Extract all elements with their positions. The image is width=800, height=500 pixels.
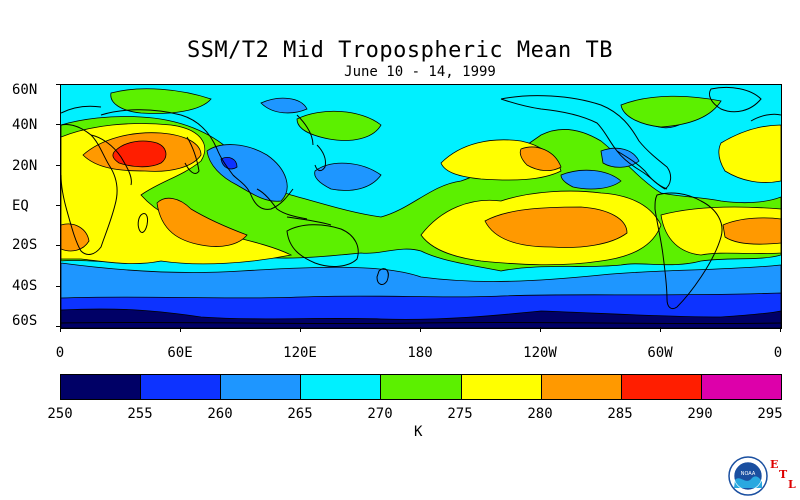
- colorbar-segment: [701, 375, 781, 399]
- lat-tick: [56, 205, 60, 206]
- lat-tick: [56, 84, 60, 85]
- lon-label-120w: 120W: [523, 345, 557, 361]
- band-280-285-indian: [156, 197, 248, 247]
- etl-letter-t: T: [779, 468, 788, 481]
- lon-tick: [780, 327, 781, 332]
- etl-letter-l: L: [788, 478, 796, 491]
- noaa-logo: NOAA: [728, 456, 768, 496]
- colorbar-tick-label: 250: [47, 406, 73, 422]
- lat-tick: [56, 286, 60, 287]
- lon-label-60e: 60E: [167, 345, 193, 361]
- colorbar-tick-label: 295: [757, 406, 783, 422]
- band-280-285-npacific: [519, 146, 562, 171]
- band-280-285-pacific: [484, 206, 628, 248]
- colorbar-tick-label: 290: [687, 406, 713, 422]
- page-subtitle: June 10 - 14, 1999: [344, 64, 496, 80]
- band-260-265-gulf: [600, 147, 640, 168]
- lat-label-40s: 40S: [12, 278, 38, 294]
- lat-label-20s: 20S: [12, 237, 38, 253]
- colorbar-tick-label: 270: [367, 406, 393, 422]
- lon-label-120e: 120E: [283, 345, 317, 361]
- colorbar-segment: [621, 375, 702, 399]
- lat-tick: [56, 165, 60, 166]
- band-260-265-npac2: [560, 169, 622, 190]
- band-285-290-arabia: [112, 140, 167, 168]
- lon-label-0-end: 0: [773, 345, 783, 361]
- lat-tick: [56, 245, 60, 246]
- band-270-275-atl-green: [620, 95, 722, 128]
- colorbar-segment: [141, 375, 222, 399]
- lon-tick: [180, 327, 181, 332]
- temperature-map: [60, 84, 782, 329]
- lon-label-180: 180: [407, 345, 433, 361]
- band-260-265-nw-pacific: [314, 162, 382, 191]
- lon-label-60w: 60W: [647, 345, 673, 361]
- lon-label-0: 0: [55, 345, 65, 361]
- band-275-280-atlantic: [718, 124, 781, 183]
- lon-tick: [60, 327, 61, 332]
- lat-label-eq: EQ: [12, 198, 29, 214]
- colorbar-tick-label: 280: [527, 406, 553, 422]
- lat-label-40n: 40N: [12, 117, 38, 133]
- page-title: SSM/T2 Mid Tropospheric Mean TB: [186, 38, 614, 63]
- coastlines: [61, 86, 781, 325]
- lat-label-60n: 60N: [12, 82, 38, 98]
- colorbar-tick-label: 285: [607, 406, 633, 422]
- colorbar-tick-label: 260: [207, 406, 233, 422]
- colorbar-tick-label: 255: [127, 406, 153, 422]
- colorbar-tick-label: 265: [287, 406, 313, 422]
- lat-tick: [56, 124, 60, 125]
- band-280-285-satlantic: [722, 217, 781, 245]
- colorbar-unit: K: [414, 424, 423, 440]
- colorbar-segment: [461, 375, 542, 399]
- colorbar-tick-label: 275: [447, 406, 473, 422]
- band-270-275-npac-green: [296, 110, 382, 141]
- lon-tick: [300, 327, 301, 332]
- band-270-275-nafr-green: [110, 88, 212, 114]
- map-canvas: [61, 85, 781, 328]
- lat-label-60s: 60S: [12, 313, 38, 329]
- colorbar-segment: [61, 375, 142, 399]
- svg-text:NOAA: NOAA: [741, 471, 756, 477]
- colorbar-segment: [381, 375, 462, 399]
- lon-tick: [420, 327, 421, 332]
- colorbar-segment: [541, 375, 622, 399]
- band-255-260-asia: [220, 157, 238, 170]
- colorbar: [60, 374, 782, 400]
- lat-label-20n: 20N: [12, 158, 38, 174]
- lat-tick: [56, 326, 60, 327]
- lon-tick: [540, 327, 541, 332]
- band-260-265-arctic1: [260, 97, 308, 114]
- colorbar-segment: [301, 375, 382, 399]
- etl-letter-e: E: [770, 458, 779, 471]
- lon-tick: [660, 327, 661, 332]
- colorbar-segment: [221, 375, 302, 399]
